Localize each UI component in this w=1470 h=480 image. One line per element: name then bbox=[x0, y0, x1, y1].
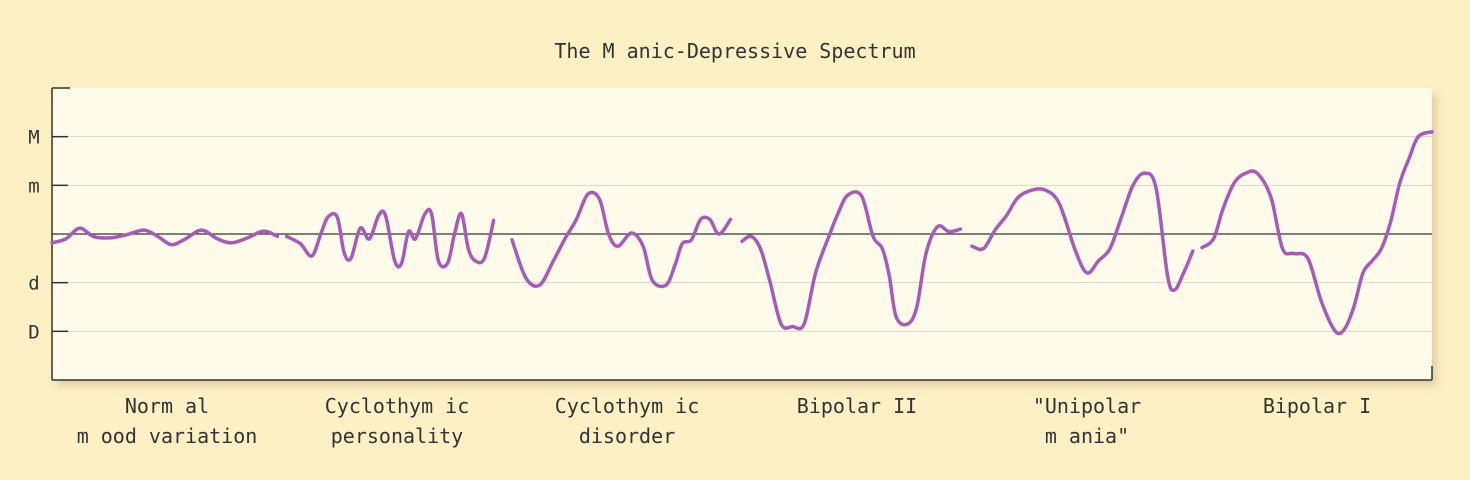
grid-lines bbox=[52, 136, 1432, 332]
category-label-2: personality bbox=[331, 424, 463, 448]
y-tick-label: d bbox=[28, 273, 39, 295]
category-label-3: Cyclothym ic bbox=[555, 394, 700, 418]
category-label-5: "Unipolar bbox=[1033, 394, 1141, 418]
category-label-6: Bipolar I bbox=[1263, 394, 1371, 418]
y-tick-label: m bbox=[28, 175, 39, 197]
mood-line-3 bbox=[510, 190, 733, 289]
mood-line-2 bbox=[284, 207, 496, 269]
mood-line-4 bbox=[740, 190, 963, 331]
category-labels: Norm al m ood variation Cyclothym ic person… bbox=[77, 394, 1372, 448]
y-tick-label: D bbox=[28, 321, 39, 343]
category-label-1: m ood variation bbox=[77, 424, 258, 448]
y-tick-labels: Mm d D bbox=[28, 127, 68, 343]
y-tick-label: M bbox=[28, 127, 39, 149]
mood-line-6 bbox=[1200, 130, 1434, 336]
mood-lines bbox=[50, 130, 1434, 336]
category-label-3: disorder bbox=[579, 424, 675, 448]
category-label-1: Norm al bbox=[125, 394, 209, 418]
chart-title: The M anic-Depressive Spectrum bbox=[554, 39, 915, 63]
category-label-4: Bipolar II bbox=[797, 394, 917, 418]
mood-line-1 bbox=[50, 226, 280, 247]
mood-line-5 bbox=[970, 171, 1195, 293]
category-label-2: Cyclothym ic bbox=[325, 394, 470, 418]
category-label-5: m ania" bbox=[1045, 424, 1129, 448]
